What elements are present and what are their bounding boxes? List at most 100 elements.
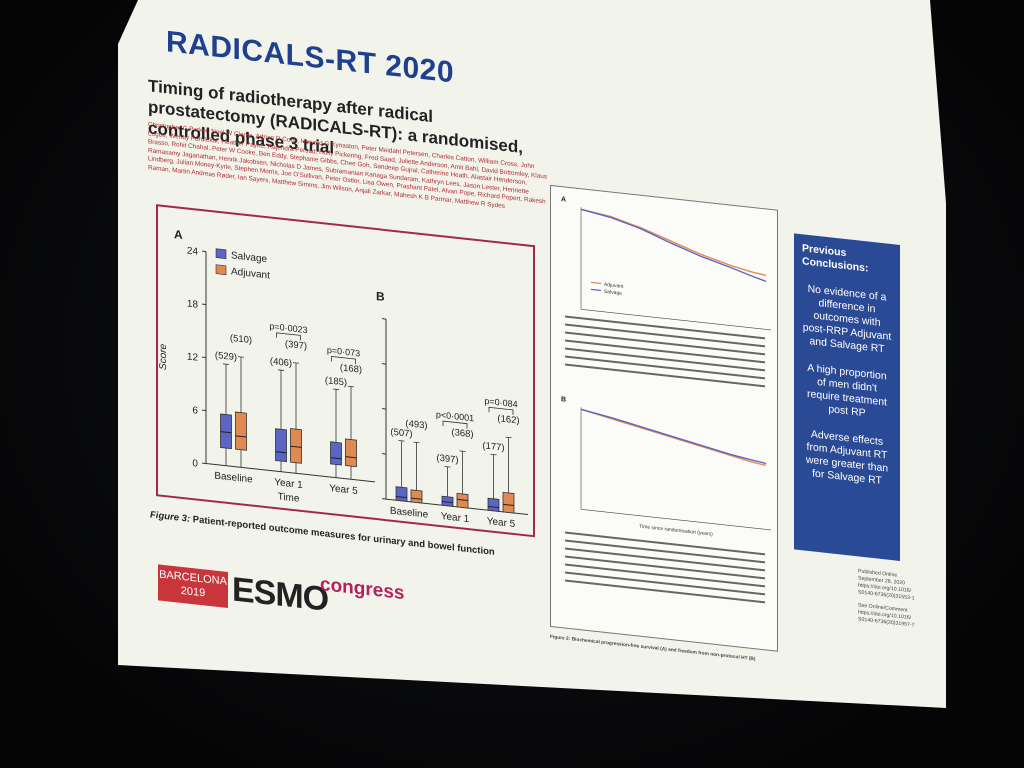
panel-A-x-axis — [206, 463, 375, 483]
logo-brand: ESMO — [232, 570, 329, 619]
box-marks: (529)(510)Baseline(406)(397)Year 1(185)(… — [202, 250, 528, 539]
median-line — [488, 505, 499, 509]
median-line — [457, 498, 468, 502]
legend-adjuvant-swatch — [215, 264, 227, 276]
figure3-caption-label: Figure 3: — [150, 509, 191, 525]
median-line — [503, 503, 514, 507]
box-salvage — [220, 413, 232, 450]
box-adjuvant — [235, 411, 247, 451]
figure3-boxplots: A B Score 24 18 12 6 0 Salvage Adjuvant … — [156, 204, 535, 539]
box-adjuvant — [502, 491, 515, 514]
legend-salvage-swatch — [215, 248, 227, 260]
risk-row — [565, 323, 765, 348]
count-label: (162) — [497, 413, 519, 426]
km-b-adjuvant-curve — [580, 408, 767, 467]
risk-row — [565, 347, 765, 372]
count-label: (368) — [451, 427, 473, 440]
median-line — [330, 457, 342, 460]
figure2-km-curves: A Adjuvant Salvage B Time sin — [550, 184, 778, 652]
box-adjuvant — [456, 492, 469, 509]
median-line — [345, 456, 357, 459]
risk-row — [565, 331, 765, 356]
count-label: (177) — [482, 440, 504, 453]
logo-suffix: congress — [320, 573, 405, 605]
figure3-chart: A B Score 24 18 12 6 0 Salvage Adjuvant … — [158, 227, 528, 539]
median-line — [275, 451, 287, 454]
whisker-cap — [223, 363, 229, 365]
count-label: (406) — [270, 356, 292, 369]
conclusions-heading: Previous Conclusions: — [802, 242, 869, 275]
count-label: (529) — [215, 350, 237, 363]
publication-info: Published Online September 28, 2020 http… — [858, 568, 938, 632]
km-a-salvage-curve — [580, 208, 767, 283]
panel-b-letter: B — [376, 289, 385, 304]
km-panel-b-letter: B — [561, 396, 566, 404]
x-axis-label: Time — [278, 491, 300, 504]
p-value-bracket — [488, 406, 514, 415]
whisker-cap — [413, 441, 420, 444]
whisker-cap — [238, 356, 244, 358]
whisker-cap — [293, 362, 299, 364]
x-tick-label: Baseline — [214, 470, 253, 485]
y-tick-6: 6 — [192, 405, 198, 417]
slide-content: RADICALS-RT 2020 Timing of radiotherapy … — [118, 0, 946, 708]
km-legend-salvage: Salvage — [604, 289, 622, 297]
y-tick-18: 18 — [187, 299, 199, 311]
conclusion-point-2: A high proportion of men didn't require … — [807, 361, 887, 420]
legend-adjuvant-label: Adjuvant — [231, 266, 270, 281]
count-label: (185) — [325, 375, 347, 388]
median-line — [220, 431, 232, 434]
median-line — [290, 445, 302, 448]
risk-row — [565, 547, 765, 572]
median-line — [411, 497, 422, 500]
x-tick-label: Year 5 — [487, 516, 516, 530]
y-tick-12: 12 — [187, 352, 199, 364]
risk-row — [565, 571, 765, 596]
box-adjuvant — [410, 489, 423, 504]
whisker-cap — [333, 388, 339, 391]
box-adjuvant — [290, 428, 302, 464]
count-label: (168) — [340, 362, 362, 375]
conclusion-point-1: No evidence of a difference in outcomes … — [802, 282, 892, 356]
risk-row — [565, 555, 765, 580]
figure2-chart: A Adjuvant Salvage B Time sin — [561, 196, 771, 604]
count-label: (510) — [230, 333, 252, 346]
logo-barcelona-block: BARCELONA 2019 — [158, 564, 228, 608]
whisker-cap — [505, 436, 512, 439]
km-b-risk-table — [565, 531, 765, 604]
km-a-x-axis — [581, 308, 771, 331]
p-value-label: p<0·0001 — [436, 409, 474, 423]
risk-row — [565, 339, 765, 364]
km-b-x-axis — [581, 508, 771, 531]
risk-row — [565, 363, 765, 388]
p-value-label: p=0·073 — [327, 345, 360, 359]
risk-row — [565, 315, 765, 340]
x-tick-label: Year 1 — [441, 511, 470, 525]
x-axis-label: Time — [444, 525, 466, 535]
median-line — [235, 435, 247, 438]
count-label: (493) — [405, 418, 427, 431]
whisker-cap — [459, 450, 466, 452]
whisker-cap — [398, 440, 405, 442]
whisker-cap — [444, 466, 451, 468]
whisker-cap — [278, 369, 284, 371]
risk-row — [565, 355, 765, 380]
risk-row — [565, 563, 765, 588]
x-tick-label: Baseline — [390, 506, 429, 521]
y-axis-label: Score — [158, 343, 169, 371]
km-a-adjuvant-curve — [580, 208, 767, 277]
x-tick-label: Year 1 — [274, 477, 303, 491]
slide-title: RADICALS-RT 2020 — [166, 25, 455, 90]
km-legend-adjuvant: Adjuvant — [604, 282, 624, 290]
x-tick-label: Year 5 — [329, 483, 358, 497]
y-tick-24: 24 — [187, 246, 199, 258]
legend-salvage-label: Salvage — [231, 250, 268, 265]
projected-slide: RADICALS-RT 2020 Timing of radiotherapy … — [118, 0, 946, 708]
p-value-bracket — [331, 356, 356, 365]
conclusions-panel: Previous Conclusions: No evidence of a d… — [794, 233, 900, 561]
median-line — [396, 495, 407, 499]
y-tick-0: 0 — [192, 458, 198, 470]
box-salvage — [330, 441, 342, 466]
box-salvage — [275, 428, 287, 463]
count-label: (397) — [285, 339, 307, 352]
